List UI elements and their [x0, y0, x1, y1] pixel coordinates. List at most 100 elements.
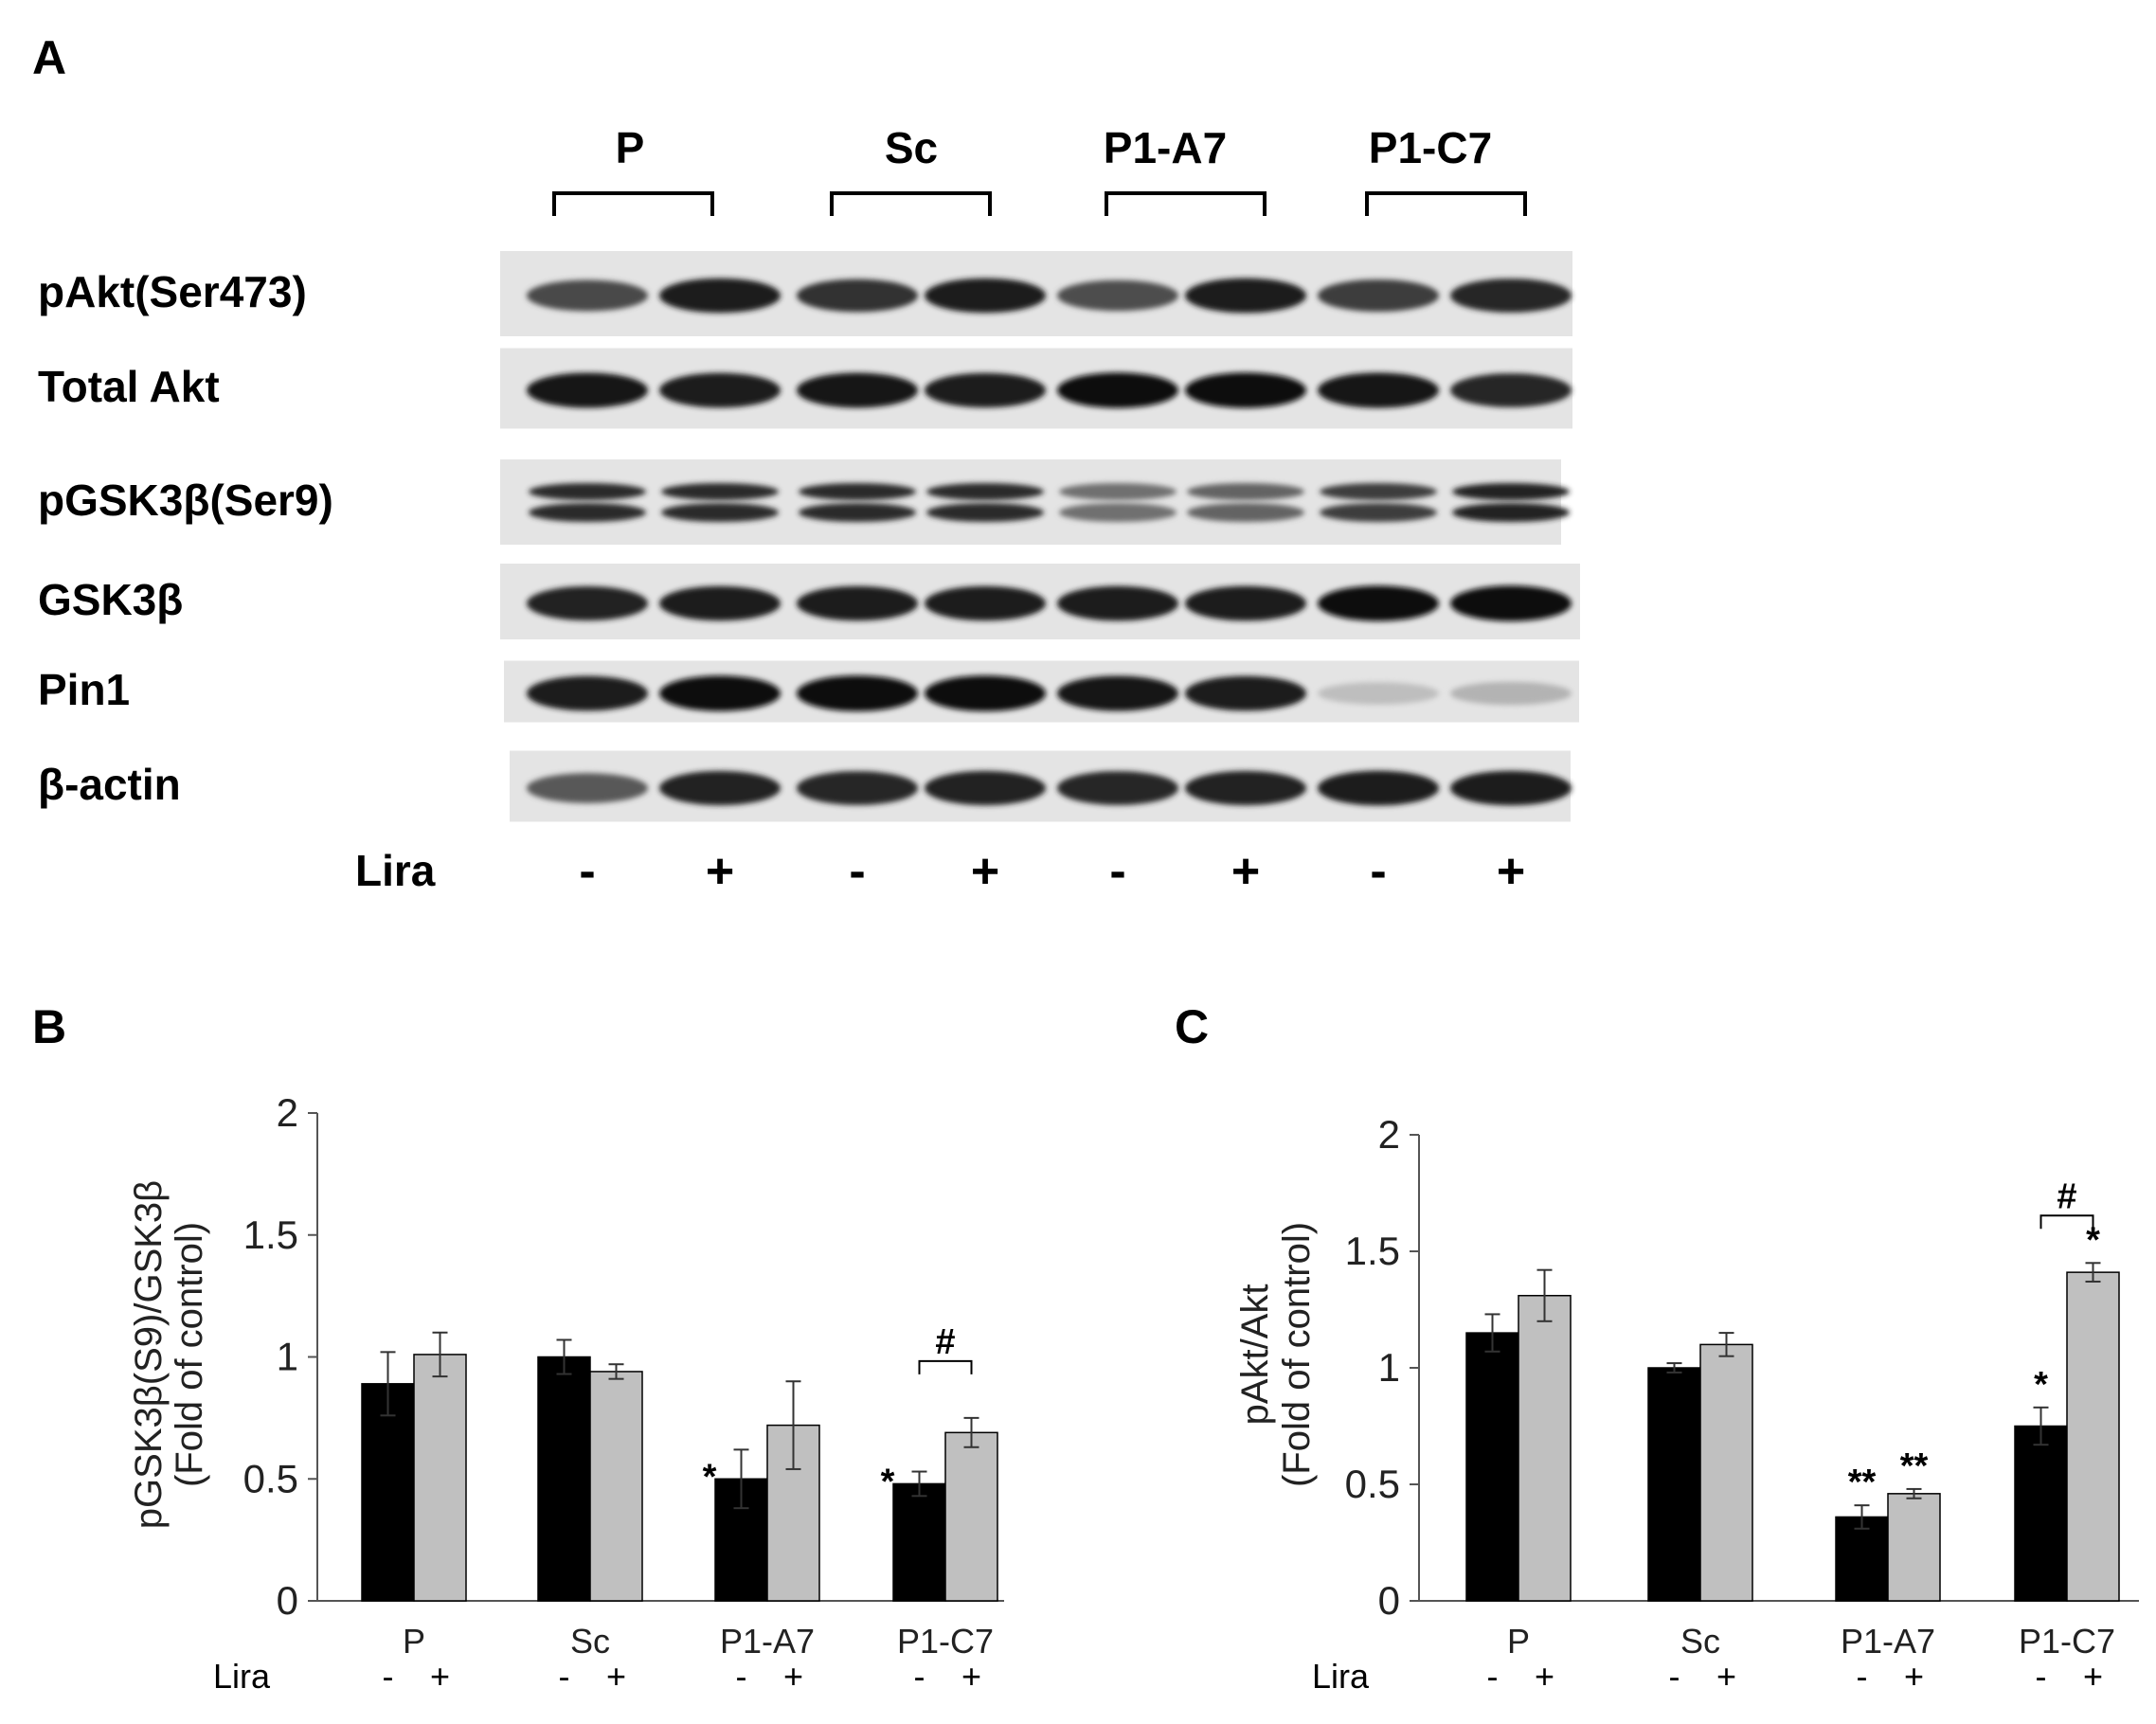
blot-row-label: pAkt(Ser473): [38, 267, 307, 316]
blot-band: [1057, 585, 1178, 621]
blot-band: [925, 770, 1046, 806]
panel-letter-a: A: [32, 31, 67, 84]
y-axis-label: pAkt/Akt: [1234, 1284, 1276, 1426]
blot-band: [527, 372, 648, 408]
x-category-label: P1-A7: [1841, 1622, 1935, 1661]
blot-band: [1452, 483, 1570, 500]
lira-sign: +: [1497, 844, 1525, 899]
lira-sign: -: [559, 1657, 570, 1696]
lira-sign: +: [1904, 1657, 1924, 1696]
bar: [537, 1356, 591, 1602]
blot-band: [925, 675, 1046, 711]
significance-mark: **: [1900, 1446, 1929, 1486]
group-bracket: [1105, 191, 1267, 216]
y-tick-label: 1: [277, 1335, 298, 1379]
lira-sign: +: [971, 844, 999, 899]
blot-band: [1320, 503, 1437, 522]
y-axis-label: pGSK3β(S9)/GSK3β: [128, 1180, 170, 1529]
significance-mark: *: [881, 1462, 895, 1501]
x-category-label: P1-A7: [720, 1622, 815, 1661]
bar: [413, 1354, 467, 1602]
lira-sign: -: [383, 1657, 394, 1696]
blot-band: [1318, 682, 1439, 705]
y-tick-label: 1.5: [243, 1212, 298, 1257]
bar: [361, 1383, 415, 1602]
bracket-mark: #: [935, 1322, 955, 1362]
blot-band: [529, 483, 646, 500]
blot-group-label: P: [616, 123, 645, 172]
blot-group-label: P1-A7: [1104, 123, 1227, 172]
blot-band: [1185, 372, 1306, 408]
y-tick-label: 0.5: [243, 1456, 298, 1500]
blot-band: [1320, 483, 1437, 500]
lira-sign: -: [579, 844, 595, 899]
significance-mark: *: [2034, 1365, 2048, 1405]
bar: [2014, 1425, 2068, 1602]
blot-band: [659, 675, 781, 711]
x-category-label: Sc: [570, 1622, 610, 1661]
western-blot-panel: P Sc P1-A7 P1-C7 pAkt(Ser473) Total Akt pGSK3β…: [38, 123, 1580, 899]
bar: [1465, 1332, 1519, 1602]
lira-sign: +: [706, 844, 734, 899]
y-axis-label-unit: (Fold of control): [169, 1222, 210, 1487]
blot-band: [1450, 585, 1572, 621]
bar: [1835, 1516, 1889, 1602]
blot-strip: [500, 459, 1561, 545]
blot-band: [1057, 675, 1178, 711]
bar: [1518, 1294, 1572, 1602]
y-tick-label: 1.5: [1345, 1229, 1400, 1273]
blot-band: [1318, 278, 1439, 313]
significance-mark: **: [1848, 1463, 1877, 1502]
blot-band: [1318, 585, 1439, 621]
blot-band: [661, 483, 779, 500]
blot-band: [797, 278, 918, 313]
x-category-label: P: [1507, 1622, 1530, 1661]
x-category-label: P1-C7: [897, 1622, 994, 1661]
lira-sign: +: [430, 1657, 450, 1696]
blot-band: [925, 585, 1046, 621]
blot-band: [1318, 770, 1439, 806]
blot-group-label: Sc: [885, 123, 938, 172]
blot-band: [527, 675, 648, 711]
lira-sign: +: [606, 1657, 626, 1696]
blot-band: [1450, 373, 1572, 407]
blot-row-label: β-actin: [38, 760, 181, 809]
lira-sign: -: [1109, 844, 1125, 899]
bar: [2066, 1271, 2120, 1602]
blot-band: [797, 372, 918, 408]
blot-band: [1185, 278, 1306, 314]
bar-chart-b: 0 0.5 1 1.5 2 pGSK3β(S9)/GSK3β (Fold of contro…: [128, 1090, 1004, 1696]
y-tick-label: 0: [277, 1578, 298, 1623]
blot-band: [1057, 372, 1178, 408]
blot-band: [797, 675, 918, 711]
lira-label: Lira: [1312, 1657, 1370, 1696]
bar: [944, 1431, 998, 1602]
blot-band: [926, 483, 1044, 500]
blot-band: [659, 585, 781, 621]
blot-band: [1185, 770, 1306, 806]
y-tick-label: 0.5: [1345, 1462, 1400, 1506]
panel-letter-b: B: [32, 1000, 67, 1053]
lira-sign: -: [2036, 1657, 2047, 1696]
bar: [1699, 1343, 1753, 1602]
x-category-label: P: [403, 1622, 425, 1661]
blot-band: [1450, 278, 1572, 313]
lira-sign: -: [1370, 844, 1386, 899]
blot-row-label: pGSK3β(Ser9): [38, 476, 333, 525]
blot-band: [925, 372, 1046, 408]
blot-band: [1187, 503, 1304, 522]
y-tick-label: 1: [1378, 1345, 1400, 1390]
bar: [1647, 1367, 1701, 1602]
significance-mark: *: [703, 1457, 717, 1497]
blot-band: [1318, 372, 1439, 408]
significance-mark: *: [2086, 1220, 2100, 1260]
y-tick-label: 2: [1378, 1112, 1400, 1157]
blot-band: [527, 279, 648, 312]
group-bracket: [1365, 191, 1527, 216]
blot-band: [1450, 681, 1572, 706]
blot-band: [527, 585, 648, 621]
x-category-label: P1-C7: [2019, 1622, 2115, 1661]
blot-band: [1057, 771, 1178, 805]
blot-band: [797, 771, 918, 805]
blot-row-label: Pin1: [38, 665, 130, 714]
